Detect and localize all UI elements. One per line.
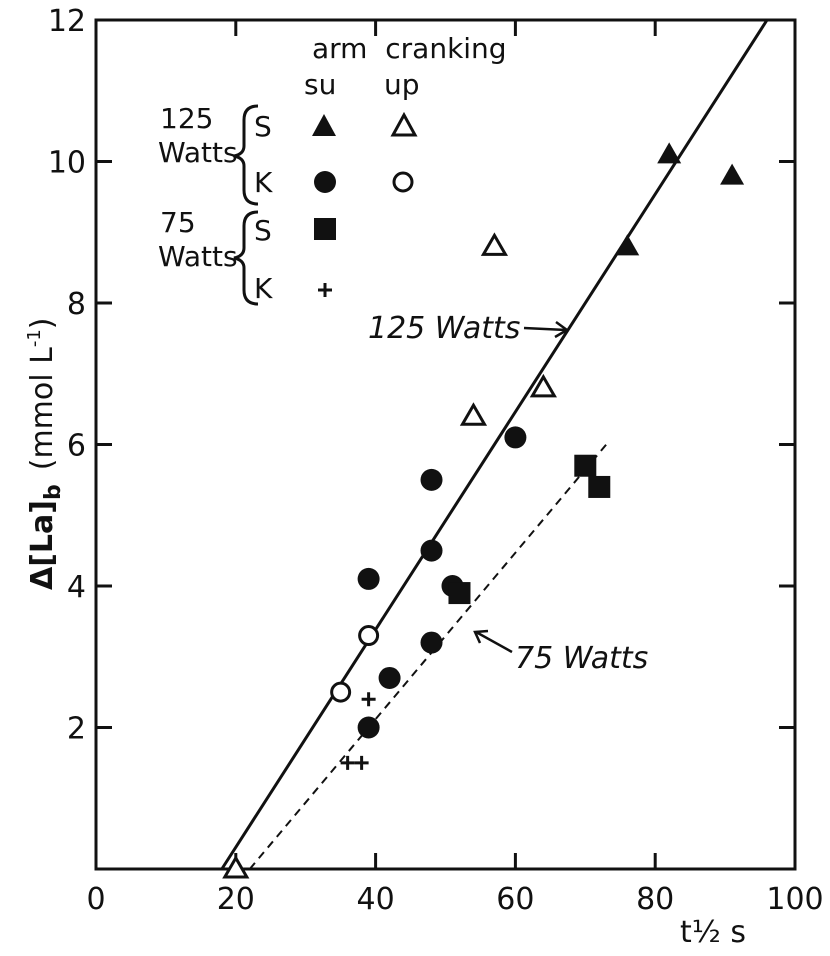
annotation-75-label: 75 Watts [515,641,648,676]
x-tick-label: 20 [217,882,255,917]
legend-triangle-filled-icon [312,114,336,136]
point-triangle-open [459,402,488,426]
point-plus [361,692,376,707]
y-tick-label: 4 [67,570,86,605]
point-circle-filled [357,567,380,590]
point-circle-filled [420,631,443,654]
legend-125-brace [233,104,259,206]
x-axis-title: t½ s [680,915,746,950]
y-axis-title-unit: (mmol L [25,347,60,470]
point-circle-filled [357,716,380,739]
annotation-125-label: 125 Watts [368,311,520,346]
y-tick-label: 10 [48,146,86,181]
legend-75-brace [233,210,259,306]
y-axis-title-sub: b [41,484,66,500]
x-tick-label: 0 [86,882,105,917]
legend-square-filled-icon [314,218,336,240]
legend-circle-filled-icon [314,171,336,193]
point-triangle-filled [615,234,640,256]
legend-triangle-open-icon [390,111,418,137]
legend-col-su: su [304,68,336,101]
legend-col-up: up [384,68,420,101]
legend-75-k: K [254,272,273,305]
data-points [222,142,745,879]
y-axis-title-close: ) [25,317,60,329]
legend-header: arm cranking [312,32,507,65]
point-circle-open [330,681,352,703]
point-circle-filled [420,468,443,491]
y-tick-label: 6 [67,429,86,464]
annotation-75-arrow-icon [473,629,513,654]
y-tick-label: 8 [67,287,86,322]
point-triangle-open [222,855,250,879]
legend-circle-open-icon [392,171,414,193]
y-axis-title-exp: -1 [24,329,45,347]
x-tick-label: 40 [357,882,395,917]
fit-line-125-watts [220,19,769,870]
point-triangle-filled [720,163,745,185]
point-circle-open [358,625,380,647]
legend-75-line2: Watts [158,240,238,273]
ticks: 0 20 40 60 80 100 2 4 6 8 10 12 [48,4,824,917]
point-square-filled [448,582,471,605]
point-circle-filled [420,539,443,562]
legend-125-s: S [254,110,272,143]
x-tick-label: 60 [496,882,534,917]
point-triangle-open [529,373,557,398]
point-circle-filled [504,426,527,449]
legend: arm cranking su up 125 Watts S K 75 Watt… [158,32,507,306]
point-triangle-open [480,232,509,256]
legend-125-k: K [254,166,273,199]
svg-text:Δ[La]b(mmol L-1): Δ[La]b (mmol L-1) [24,317,66,590]
x-tick-label: 80 [636,882,674,917]
legend-125-line1: 125 [160,102,213,135]
y-axis-title: Δ[La]b (mmol L-1) [24,317,66,590]
annotation-125-arrow-icon [523,320,570,339]
point-plus [354,755,369,770]
fit-lines [220,19,769,870]
y-axis-title-main: Δ[La] [25,500,60,590]
annotation-75: 75 Watts [473,629,648,676]
y-tick-label: 2 [67,712,86,747]
point-square-filled [574,454,597,477]
point-triangle-filled [657,142,682,164]
legend-75-line1: 75 [160,206,196,239]
point-plus [340,755,355,770]
x-tick-label: 100 [766,882,823,917]
y-tick-label: 12 [48,4,86,39]
legend-75-s: S [254,214,272,247]
legend-125-line2: Watts [158,136,238,169]
point-circle-filled [378,666,401,689]
legend-plus-icon [318,283,332,297]
point-square-filled [588,475,611,498]
annotation-125: 125 Watts [368,311,570,346]
